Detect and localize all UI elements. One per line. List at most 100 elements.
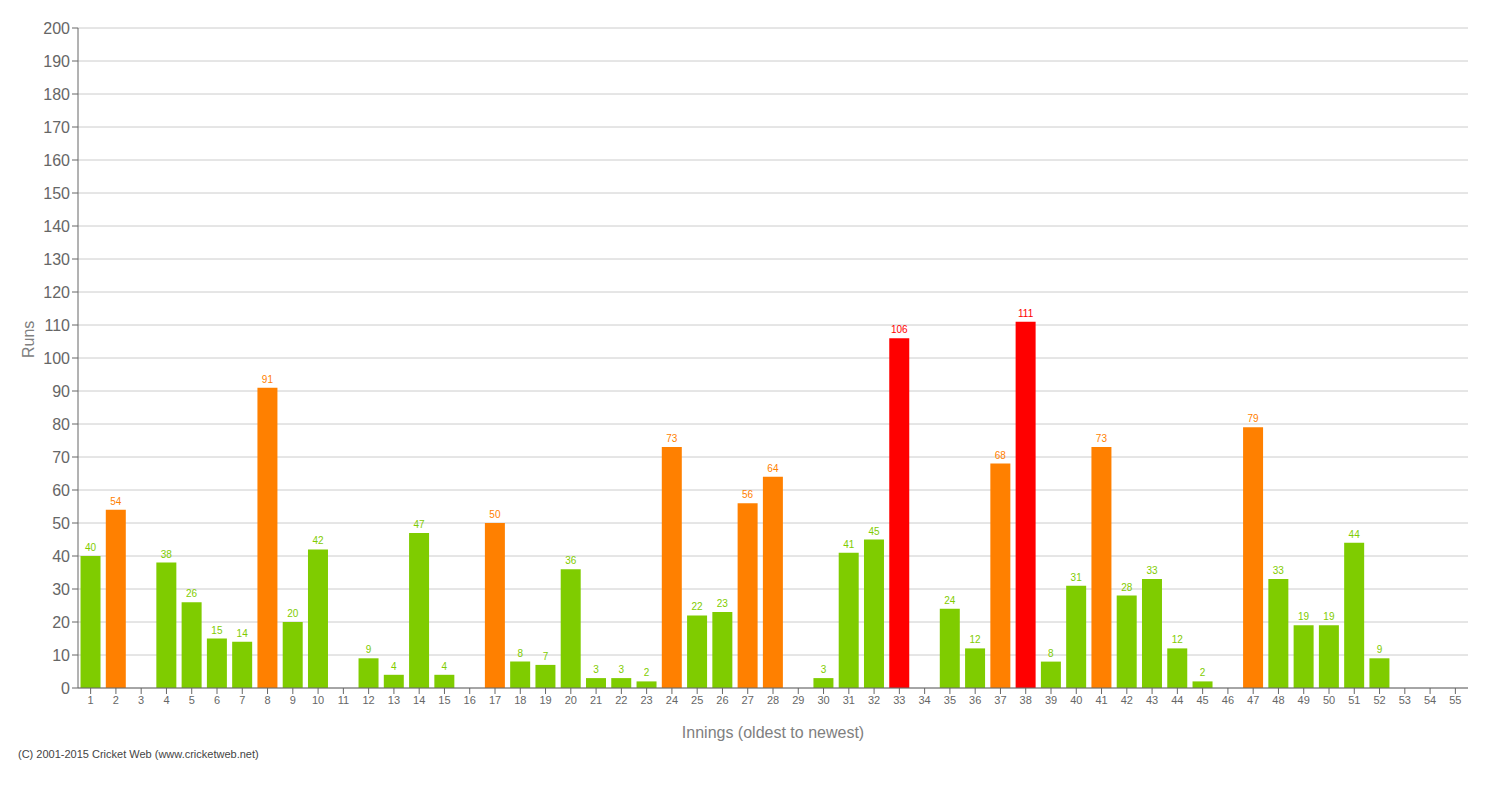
svg-text:35: 35 xyxy=(944,694,956,706)
svg-text:18: 18 xyxy=(514,694,526,706)
svg-text:21: 21 xyxy=(590,694,602,706)
svg-text:111: 111 xyxy=(1018,308,1034,319)
svg-text:15: 15 xyxy=(211,625,223,636)
svg-text:32: 32 xyxy=(868,694,880,706)
svg-text:30: 30 xyxy=(52,581,70,598)
svg-text:43: 43 xyxy=(1146,694,1158,706)
svg-text:60: 60 xyxy=(52,482,70,499)
svg-text:14: 14 xyxy=(237,628,249,639)
svg-text:54: 54 xyxy=(110,496,122,507)
svg-text:91: 91 xyxy=(262,374,274,385)
svg-text:12: 12 xyxy=(363,694,375,706)
svg-text:5: 5 xyxy=(189,694,195,706)
svg-text:Innings (oldest to newest): Innings (oldest to newest) xyxy=(682,724,864,741)
svg-text:33: 33 xyxy=(1146,565,1158,576)
svg-text:11: 11 xyxy=(338,694,349,706)
svg-text:41: 41 xyxy=(843,539,855,550)
svg-text:29: 29 xyxy=(792,694,804,706)
svg-text:13: 13 xyxy=(388,694,400,706)
svg-text:34: 34 xyxy=(919,694,931,706)
svg-text:38: 38 xyxy=(1020,694,1032,706)
svg-text:20: 20 xyxy=(52,614,70,631)
svg-text:2: 2 xyxy=(1200,667,1206,678)
svg-text:12: 12 xyxy=(1172,634,1184,645)
svg-text:130: 130 xyxy=(43,251,70,268)
svg-text:46: 46 xyxy=(1222,694,1234,706)
svg-text:16: 16 xyxy=(464,694,476,706)
svg-text:50: 50 xyxy=(489,509,501,520)
svg-text:9: 9 xyxy=(1377,644,1383,655)
svg-text:12: 12 xyxy=(970,634,982,645)
svg-text:50: 50 xyxy=(52,515,70,532)
svg-text:68: 68 xyxy=(995,450,1007,461)
svg-text:0: 0 xyxy=(61,680,70,697)
svg-text:4: 4 xyxy=(163,694,169,706)
svg-text:28: 28 xyxy=(1121,582,1133,593)
svg-text:2: 2 xyxy=(113,694,119,706)
svg-text:6: 6 xyxy=(214,694,220,706)
svg-text:170: 170 xyxy=(43,119,70,136)
svg-text:44: 44 xyxy=(1349,529,1361,540)
svg-text:3: 3 xyxy=(593,664,599,675)
svg-text:Runs: Runs xyxy=(20,321,37,358)
svg-text:20: 20 xyxy=(565,694,577,706)
svg-text:120: 120 xyxy=(43,284,70,301)
svg-text:180: 180 xyxy=(43,86,70,103)
svg-text:190: 190 xyxy=(43,53,70,70)
svg-text:40: 40 xyxy=(1070,694,1082,706)
svg-text:27: 27 xyxy=(742,694,754,706)
svg-text:22: 22 xyxy=(692,601,704,612)
svg-text:17: 17 xyxy=(489,694,501,706)
svg-text:79: 79 xyxy=(1248,413,1260,424)
svg-text:10: 10 xyxy=(52,647,70,664)
svg-text:160: 160 xyxy=(43,152,70,169)
svg-text:42: 42 xyxy=(1121,694,1133,706)
svg-text:4: 4 xyxy=(442,661,448,672)
svg-text:140: 140 xyxy=(43,218,70,235)
svg-text:50: 50 xyxy=(1323,694,1335,706)
svg-text:8: 8 xyxy=(517,648,523,659)
svg-text:90: 90 xyxy=(52,383,70,400)
svg-text:70: 70 xyxy=(52,449,70,466)
svg-text:9: 9 xyxy=(290,694,296,706)
svg-text:20: 20 xyxy=(287,608,299,619)
svg-text:73: 73 xyxy=(666,433,678,444)
svg-text:80: 80 xyxy=(52,416,70,433)
svg-text:33: 33 xyxy=(893,694,905,706)
svg-text:38: 38 xyxy=(161,549,173,560)
svg-text:45: 45 xyxy=(1197,694,1209,706)
svg-text:22: 22 xyxy=(615,694,627,706)
svg-text:47: 47 xyxy=(414,519,426,530)
svg-text:64: 64 xyxy=(767,463,779,474)
svg-text:15: 15 xyxy=(438,694,450,706)
svg-text:150: 150 xyxy=(43,185,70,202)
svg-text:10: 10 xyxy=(312,694,324,706)
svg-text:33: 33 xyxy=(1273,565,1285,576)
svg-text:31: 31 xyxy=(1071,572,1083,583)
svg-text:26: 26 xyxy=(716,694,728,706)
svg-text:37: 37 xyxy=(994,694,1006,706)
svg-text:26: 26 xyxy=(186,588,198,599)
svg-text:8: 8 xyxy=(264,694,270,706)
svg-text:3: 3 xyxy=(821,664,827,675)
svg-text:48: 48 xyxy=(1272,694,1284,706)
svg-text:40: 40 xyxy=(52,548,70,565)
svg-text:24: 24 xyxy=(666,694,678,706)
svg-text:14: 14 xyxy=(413,694,425,706)
svg-text:73: 73 xyxy=(1096,433,1108,444)
svg-text:42: 42 xyxy=(312,535,324,546)
svg-text:49: 49 xyxy=(1298,694,1310,706)
svg-text:24: 24 xyxy=(944,595,956,606)
svg-text:200: 200 xyxy=(43,20,70,37)
svg-text:8: 8 xyxy=(1048,648,1054,659)
svg-text:3: 3 xyxy=(618,664,624,675)
svg-text:19: 19 xyxy=(1323,611,1335,622)
svg-text:53: 53 xyxy=(1399,694,1411,706)
svg-text:44: 44 xyxy=(1171,694,1183,706)
svg-text:36: 36 xyxy=(565,555,577,566)
svg-text:41: 41 xyxy=(1095,694,1107,706)
svg-text:25: 25 xyxy=(691,694,703,706)
svg-text:40: 40 xyxy=(85,542,97,553)
svg-text:7: 7 xyxy=(543,651,549,662)
svg-text:23: 23 xyxy=(717,598,729,609)
